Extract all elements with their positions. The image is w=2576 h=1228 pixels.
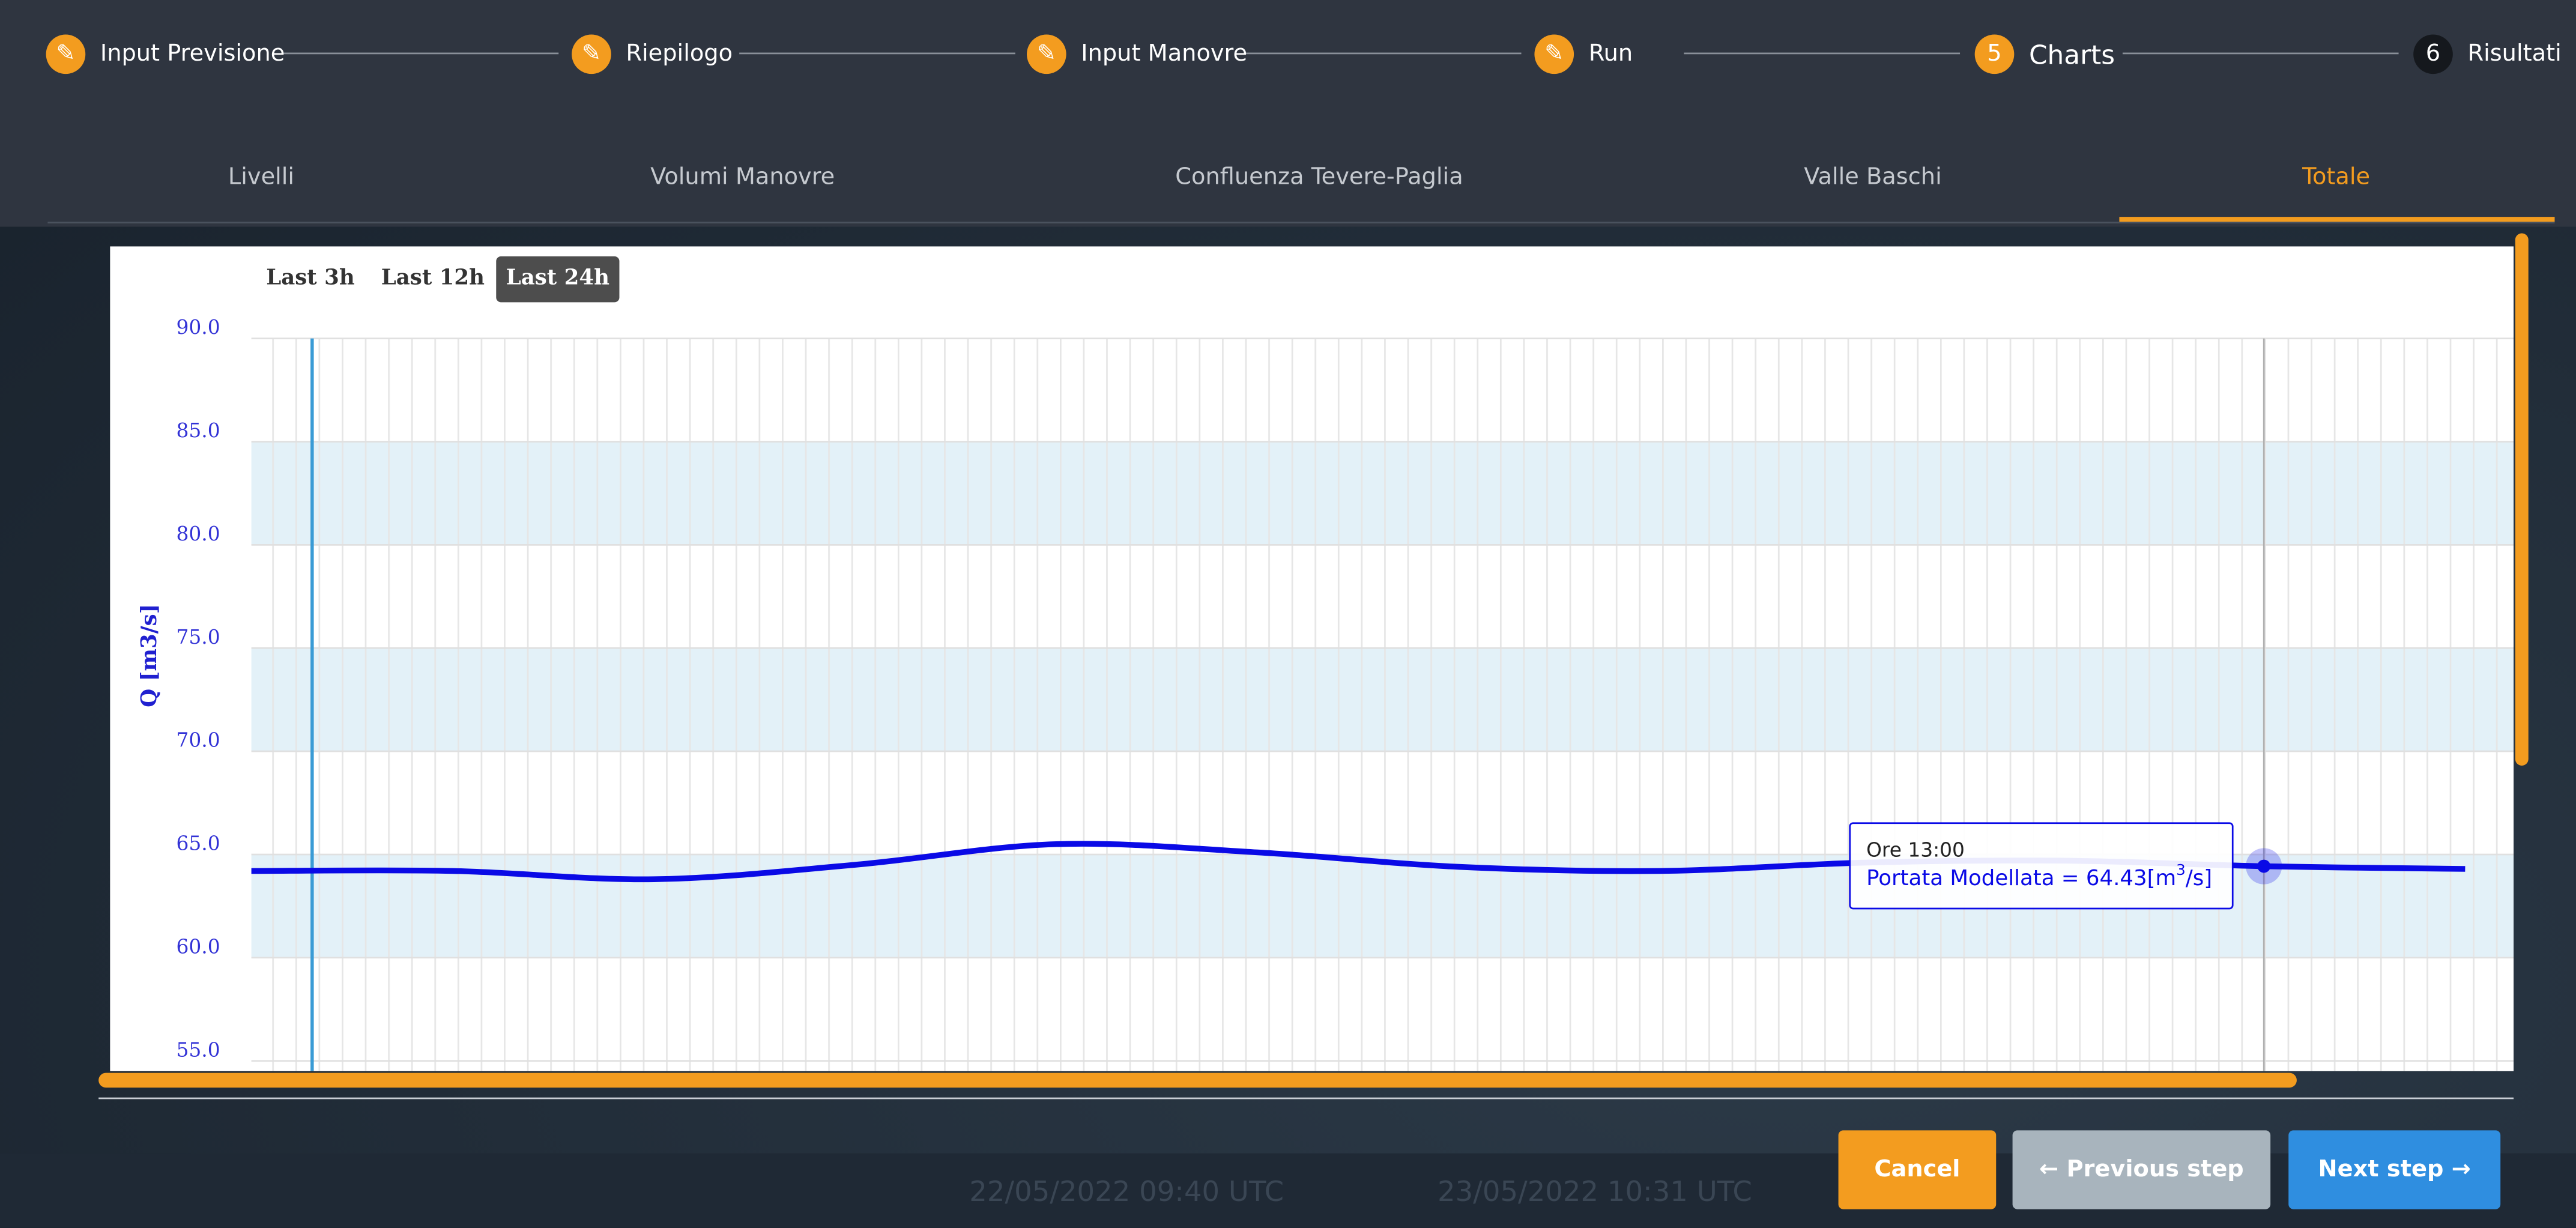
previous-button[interactable]: ← Previous step xyxy=(2012,1130,2271,1209)
tab-divider xyxy=(47,222,2555,224)
chart: 55.0 60.0 65.0 70.0 75.0 80.0 85.0 90.0 Q [m3/s]… xyxy=(137,316,2514,1071)
tab[interactable]: Totale xyxy=(2302,164,2371,191)
step[interactable]: ✎ Input Previsione xyxy=(46,34,285,74)
hover-point xyxy=(2257,859,2271,873)
tooltip-unit-sup: 3 xyxy=(2176,861,2186,879)
step-connector xyxy=(2122,52,2399,55)
tooltip-prefix: Portata Modellata = xyxy=(1866,866,2086,891)
step-connector xyxy=(739,52,1015,55)
step-label: Input Manovre xyxy=(1081,41,1248,68)
vertical-grid xyxy=(251,338,2514,1071)
y-tick-label: 60.0 xyxy=(177,935,220,958)
tooltip-unit: /s] xyxy=(2186,866,2212,891)
edit-icon: ✎ xyxy=(572,34,611,74)
next-button[interactable]: Next step → xyxy=(2288,1130,2501,1209)
tab[interactable]: Volumi Manovre xyxy=(650,164,835,191)
step-label: Charts xyxy=(2028,38,2115,70)
range-button[interactable]: Last 12h xyxy=(381,266,485,291)
edit-icon: ✎ xyxy=(46,34,86,74)
edit-icon: ✎ xyxy=(1027,34,1066,74)
vertical-scrollbar[interactable] xyxy=(2515,233,2529,766)
cancel-button[interactable]: Cancel xyxy=(1838,1130,1997,1209)
step-connector xyxy=(282,52,559,55)
tooltip-box xyxy=(1849,822,2234,910)
step[interactable]: ✎ Run xyxy=(1534,34,1633,74)
start-date: 22/05/2022 09:40 UTC xyxy=(969,1176,1284,1209)
step-label: Risultati xyxy=(2467,41,2562,68)
step[interactable]: ✎ Input Manovre xyxy=(1027,34,1247,74)
horizontal-scrollbar[interactable] xyxy=(98,1072,2297,1088)
y-tick-label: 70.0 xyxy=(177,729,220,752)
step[interactable]: 6 Risultati xyxy=(2413,34,2562,74)
tooltip-number: 64.43 xyxy=(2086,866,2147,891)
divider xyxy=(98,1097,2514,1099)
y-tick-label: 80.0 xyxy=(177,522,220,545)
tab[interactable]: Confluenza Tevere-Paglia xyxy=(1175,164,1463,191)
tooltip-value: Portata Modellata = 64.43[m3/s] xyxy=(1866,861,2212,891)
tooltip-title: Ore 13:00 xyxy=(1866,839,1965,862)
tab[interactable]: Livelli xyxy=(228,164,295,191)
step-number: 6 xyxy=(2413,34,2453,74)
tooltip-unit: [m xyxy=(2147,866,2177,891)
edit-icon: ✎ xyxy=(1534,34,1574,74)
step-label: Riepilogo xyxy=(626,41,733,68)
step[interactable]: 5 Charts xyxy=(1974,34,2115,74)
step-connector xyxy=(1245,52,1522,55)
tab-indicator xyxy=(2119,217,2555,222)
next-label: Next step xyxy=(2318,1157,2444,1183)
y-tick-label: 75.0 xyxy=(177,626,220,649)
range-button[interactable]: Last 3h xyxy=(266,266,355,291)
step-label: Input Previsione xyxy=(100,41,285,68)
header xyxy=(0,0,2576,227)
y-tick-label: 90.0 xyxy=(177,316,220,339)
y-tick-label: 65.0 xyxy=(177,832,220,855)
step-connector xyxy=(1684,52,1961,55)
end-date: 23/05/2022 10:31 UTC xyxy=(1438,1176,1752,1209)
tab[interactable]: Valle Baschi xyxy=(1804,164,1942,191)
y-tick-label: 85.0 xyxy=(177,419,220,442)
y-axis-label: Q [m3/s] xyxy=(137,604,162,707)
range-button[interactable]: Last 24h xyxy=(496,256,620,303)
step[interactable]: ✎ Riepilogo xyxy=(572,34,733,74)
step-number: 5 xyxy=(1974,34,2015,74)
y-tick-label: 55.0 xyxy=(177,1038,220,1061)
step-label: Run xyxy=(1588,41,1633,68)
chart-panel: 55.0 60.0 65.0 70.0 75.0 80.0 85.0 90.0 Q [m3/s]… xyxy=(110,246,2514,1071)
previous-label: Previous step xyxy=(2066,1157,2244,1183)
